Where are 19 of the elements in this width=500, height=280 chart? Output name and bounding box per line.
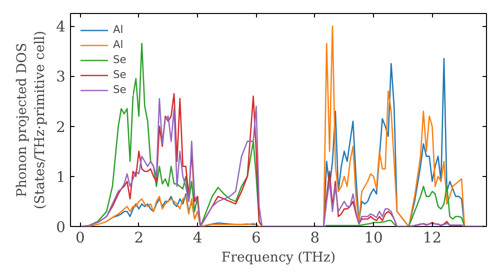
y-tick-label: 4	[56, 18, 66, 36]
y-tick-label: 2	[56, 118, 66, 136]
legend-label: Se	[113, 53, 128, 66]
y-axis-title: Phonon projected DOS (States/THz·primitive cell)	[15, 30, 48, 210]
x-tick-label: 8	[310, 230, 320, 246]
x-tick-label: 6	[252, 230, 261, 246]
legend-label: Al	[113, 38, 124, 51]
legend-label: Al	[113, 23, 124, 36]
x-axis-title: Frequency (THz)	[221, 250, 336, 266]
x-tick-label: 2	[134, 230, 144, 246]
legend-label: Se	[113, 68, 128, 81]
y-tick-label: 0	[56, 219, 66, 236]
y-tick-label: 3	[56, 68, 66, 86]
legend-label: Se	[113, 83, 128, 96]
x-tick-label: 0	[76, 230, 85, 246]
y-tick-label: 1	[56, 168, 66, 186]
x-tick-label: 4	[192, 230, 202, 246]
x-tick-label: 12	[422, 230, 442, 246]
x-tick-label: 10	[364, 230, 383, 246]
